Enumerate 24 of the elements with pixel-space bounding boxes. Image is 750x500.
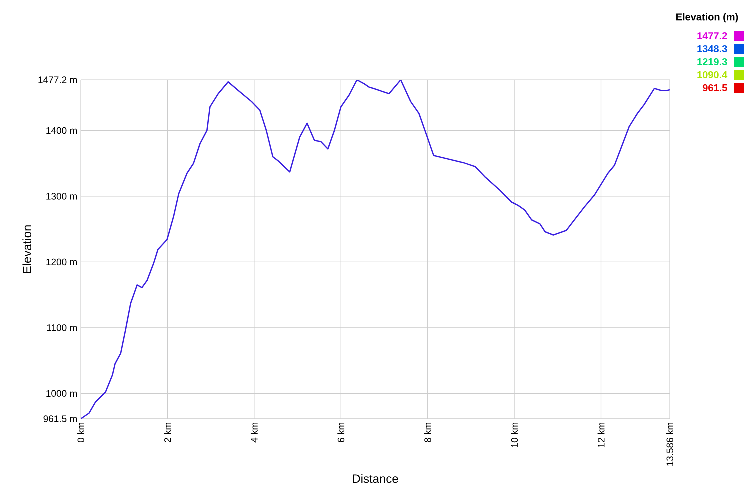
- x-tick-label: 13.586 km: [666, 422, 674, 466]
- line-series: [81, 80, 670, 419]
- x-tick-label: 12 km: [598, 422, 605, 448]
- color-bar-label: 961.5: [702, 84, 728, 92]
- x-tick-label: 2 km: [164, 422, 172, 442]
- y-tick-label: 1300 m: [46, 193, 77, 200]
- y-tick-label: 1000 m: [46, 390, 77, 398]
- y-tick-label: 1100 m: [47, 324, 77, 332]
- y-tick-label: 961.5 m: [44, 416, 77, 422]
- color-bar-label: 1477.2: [698, 32, 728, 40]
- x-tick-label: 10 km: [511, 422, 518, 448]
- y-tick-label: 1400 m: [46, 127, 77, 134]
- x-tick-label: 0 km: [78, 422, 84, 443]
- color-bar-label: 1090.4: [698, 71, 728, 79]
- x-tick-label: 8 km: [424, 422, 432, 443]
- y-axis-title: Elevation: [22, 226, 32, 274]
- color-bar-label: 1219.3: [698, 58, 728, 66]
- x-tick-label: 4 km: [250, 422, 258, 443]
- color-bar-label: 1348.3: [698, 45, 728, 53]
- x-axis-title: Distance: [353, 474, 398, 484]
- x-tick-label: 6 km: [338, 422, 345, 442]
- y-tick-label: 1477.2 m: [38, 76, 77, 84]
- color-bar-title: Elevation (m): [676, 13, 738, 23]
- y-tick-label: 1200 m: [46, 258, 77, 266]
